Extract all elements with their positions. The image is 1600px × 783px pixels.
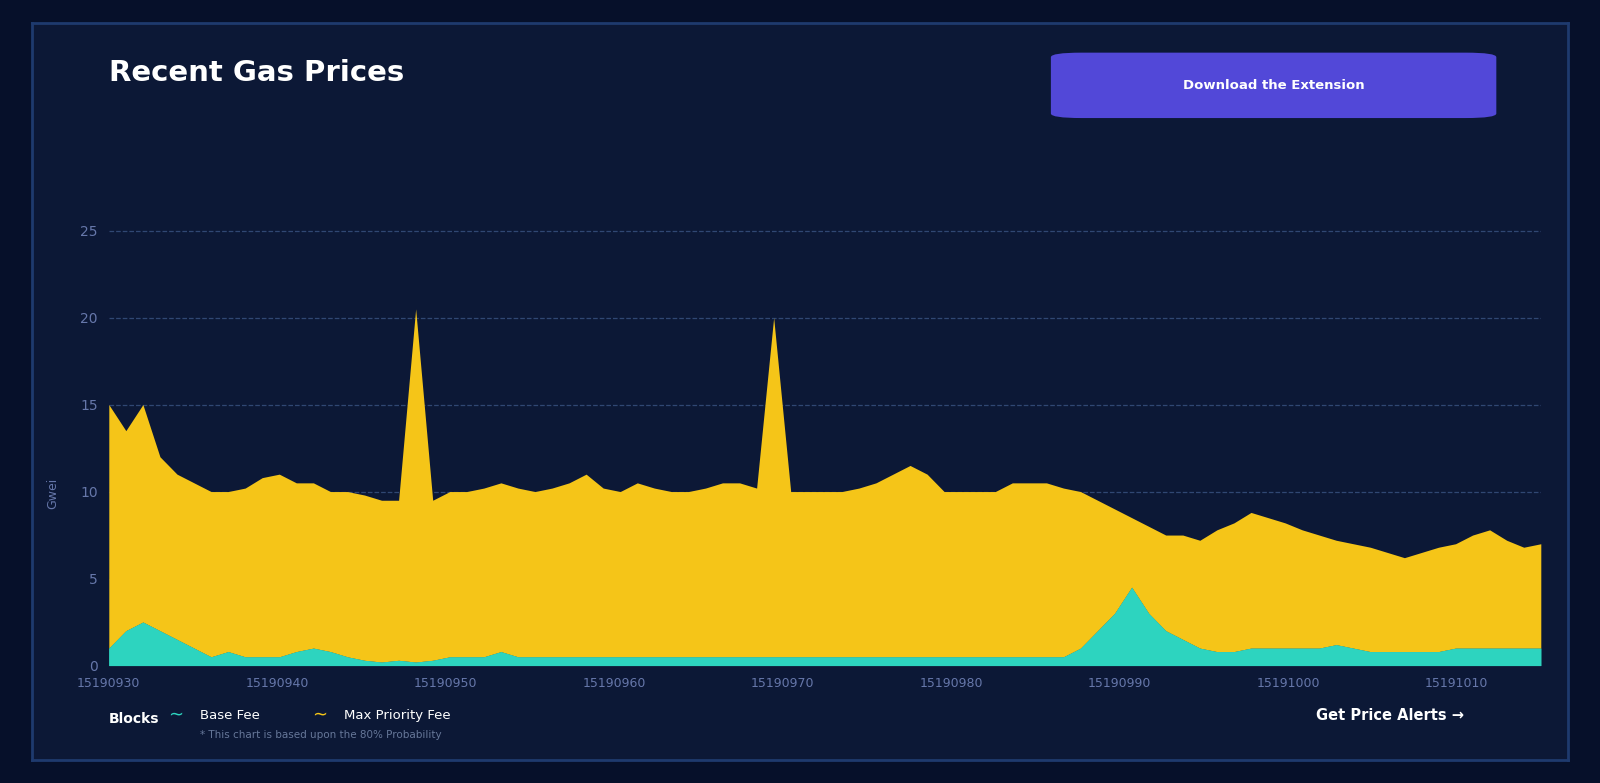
Text: Max Priority Fee: Max Priority Fee bbox=[344, 709, 451, 722]
Text: Get Price Alerts →: Get Price Alerts → bbox=[1315, 708, 1464, 723]
Text: ∼: ∼ bbox=[168, 707, 182, 724]
Text: Base Fee: Base Fee bbox=[200, 709, 259, 722]
Text: Gwei: Gwei bbox=[46, 478, 59, 509]
Text: Blocks: Blocks bbox=[109, 712, 160, 726]
Text: Download the Extension: Download the Extension bbox=[1182, 79, 1365, 92]
Text: ∼: ∼ bbox=[312, 707, 326, 724]
Text: Recent Gas Prices: Recent Gas Prices bbox=[109, 59, 405, 87]
Text: * This chart is based upon the 80% Probability: * This chart is based upon the 80% Proba… bbox=[200, 731, 442, 740]
FancyBboxPatch shape bbox=[1051, 52, 1496, 118]
